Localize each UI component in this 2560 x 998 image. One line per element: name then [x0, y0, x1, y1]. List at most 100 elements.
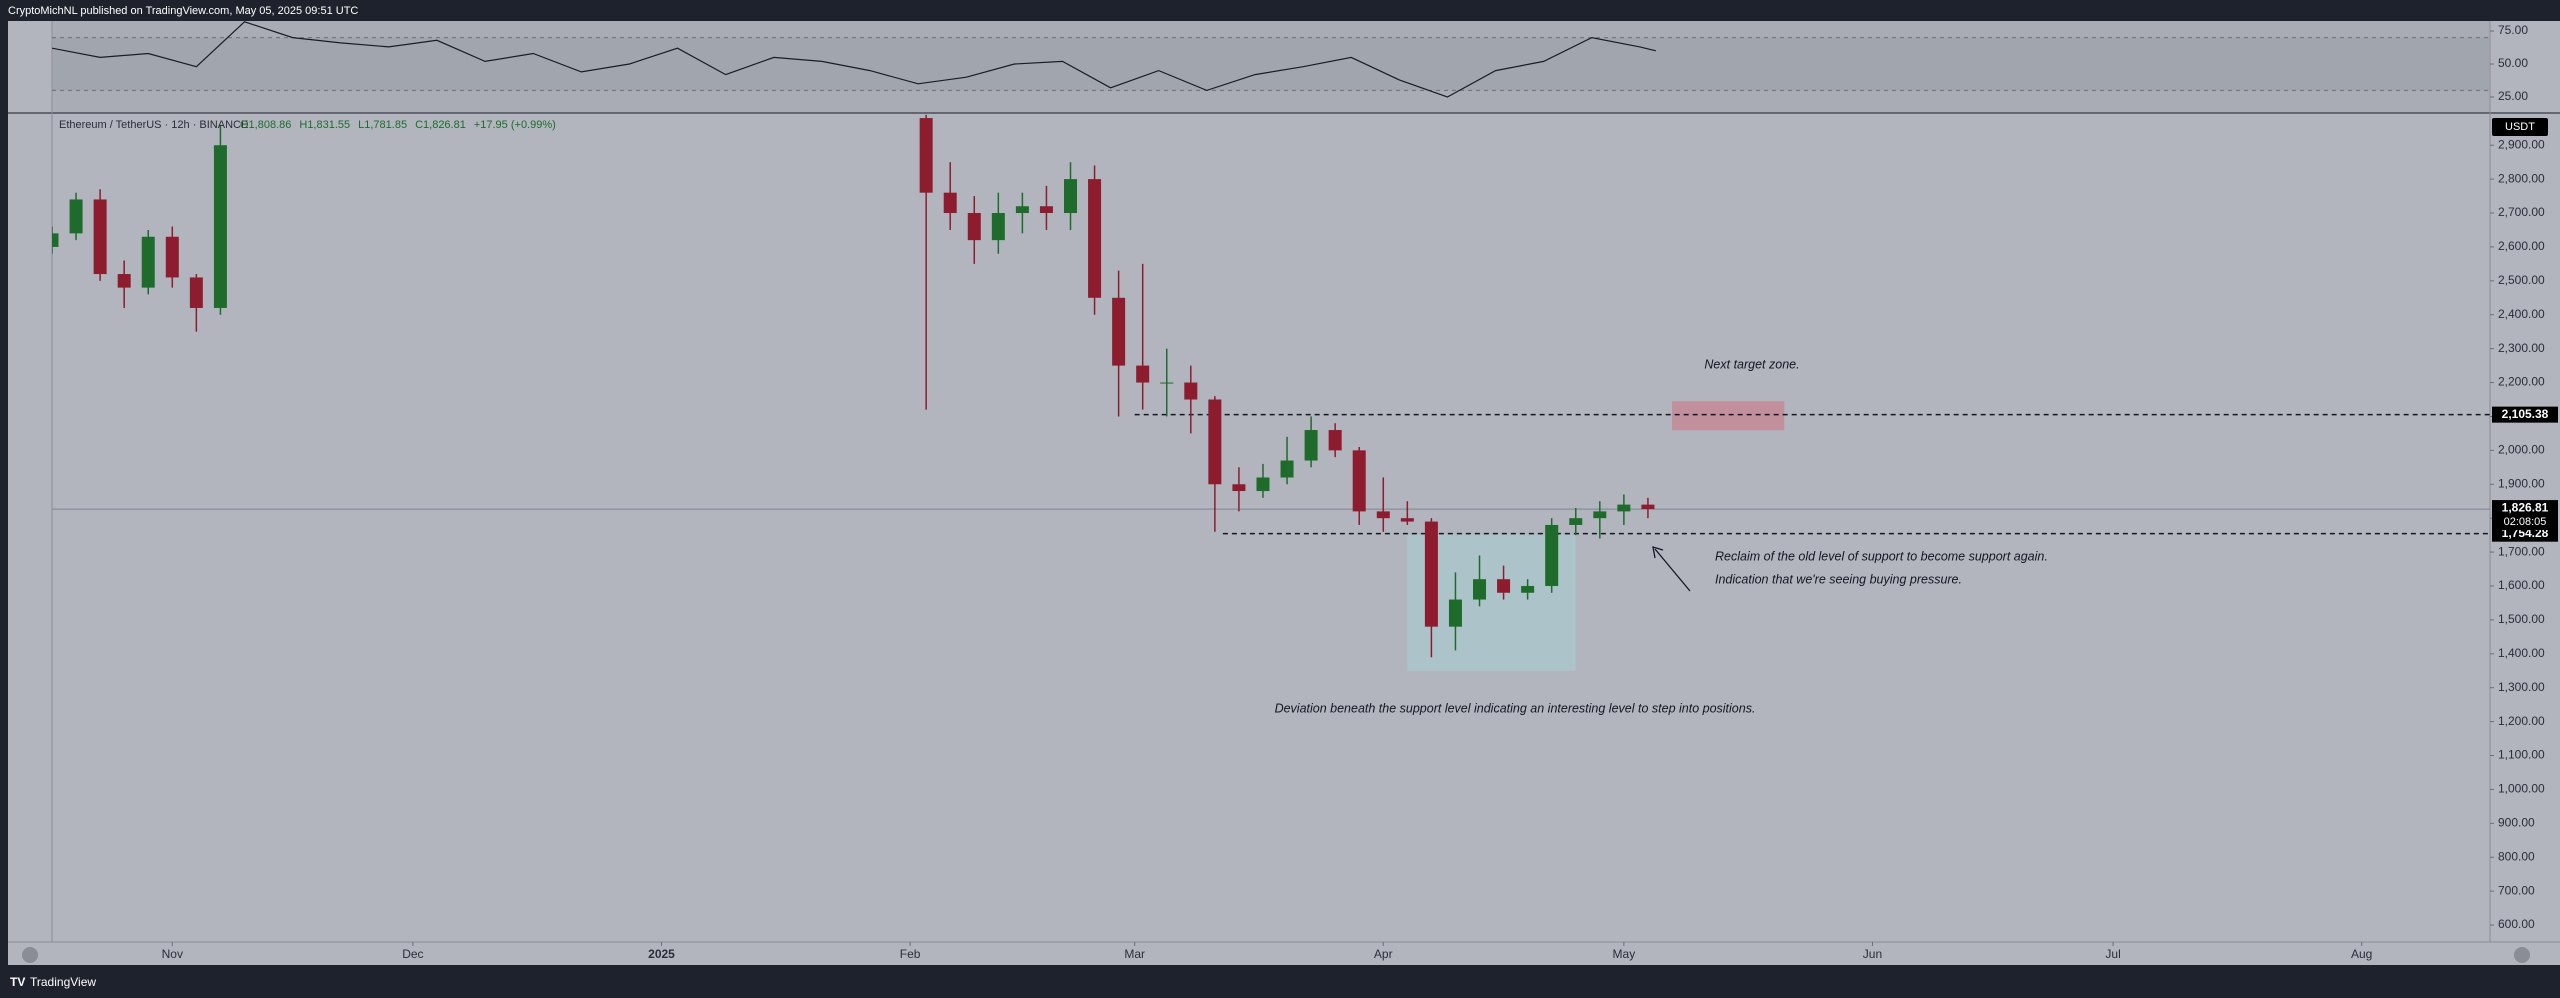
- candle-body: [1352, 450, 1366, 512]
- brand-name: TradingView: [30, 975, 96, 989]
- y-tick-label: 2,200.00: [2498, 375, 2545, 389]
- x-tick-label: Apr: [1374, 947, 1393, 961]
- y-tick-label: 800.00: [2498, 849, 2535, 863]
- candle-body: [1376, 511, 1390, 519]
- y-tick-label: 2,300.00: [2498, 341, 2545, 355]
- candle-body: [165, 236, 179, 278]
- candle-body: [213, 145, 227, 308]
- candle-body: [1160, 382, 1174, 384]
- brand: TV TradingView: [10, 975, 96, 989]
- candle-body: [1424, 521, 1438, 627]
- candle-body: [69, 199, 83, 234]
- candle-body: [1136, 365, 1150, 383]
- annotation: Indication that we're seeing buying pres…: [1715, 572, 1962, 586]
- symbol-legend: Ethereum / TetherUS · 12h · BINANCE: [59, 119, 248, 131]
- candle-body: [1400, 518, 1414, 522]
- y-tick-label: 1,200.00: [2498, 714, 2545, 728]
- currency-label: USDT: [2505, 121, 2535, 133]
- candle-body: [1545, 524, 1559, 586]
- candle-body: [141, 236, 155, 288]
- annotation: Deviation beneath the support level indi…: [1275, 701, 1756, 715]
- chart-background: [8, 21, 2560, 965]
- x-tick-label: Dec: [402, 947, 423, 961]
- candle-body: [1280, 460, 1294, 478]
- candle-body: [1015, 206, 1029, 214]
- candle-body: [1569, 518, 1583, 525]
- legend-value: C1,826.81: [415, 119, 466, 131]
- publisher-line: CryptoMichNL published on TradingView.co…: [8, 5, 358, 17]
- y-tick-label: 75.00: [2498, 23, 2528, 37]
- y-tick-label: 50.00: [2498, 56, 2528, 70]
- brand-logo: TV: [10, 975, 25, 989]
- settings-icon[interactable]: [22, 947, 38, 963]
- candle-body: [1256, 477, 1270, 492]
- annotation: Next target zone.: [1704, 357, 1799, 371]
- candle-body: [1641, 504, 1655, 510]
- currency-box: [2492, 118, 2548, 136]
- x-tick-label: Feb: [900, 947, 921, 961]
- candle-body: [1328, 430, 1342, 451]
- zone: [1671, 401, 1785, 431]
- candle-body: [1064, 179, 1078, 214]
- legend-value: O1,808.86: [240, 119, 291, 131]
- candle-body: [1232, 484, 1246, 492]
- countdown: 02:08:05: [2504, 516, 2547, 528]
- y-tick-label: 2,500.00: [2498, 273, 2545, 287]
- candle-body: [1088, 179, 1102, 298]
- legend-value: +17.95 (+0.99%): [474, 119, 556, 131]
- candle-body: [943, 192, 957, 214]
- y-tick-label: 1,900.00: [2498, 476, 2545, 490]
- y-tick-label: 600.00: [2498, 917, 2535, 931]
- x-tick-label: May: [1613, 947, 1636, 961]
- y-tick-label: 1,000.00: [2498, 782, 2545, 796]
- price-plot: [52, 114, 2490, 671]
- rsi-line: [52, 21, 1657, 98]
- annotation: Reclaim of the old level of support to b…: [1715, 549, 2048, 563]
- x-tick-label: Mar: [1124, 947, 1145, 961]
- candle-body: [52, 233, 59, 247]
- candle-body: [1208, 399, 1222, 485]
- candle-body: [189, 277, 203, 308]
- rsi-plot: [52, 21, 2490, 98]
- y-tick-label: 1,700.00: [2498, 544, 2545, 558]
- arrow: [1652, 546, 1691, 592]
- candle-body: [967, 213, 981, 241]
- candle-body: [1112, 297, 1126, 366]
- candle-body: [919, 118, 933, 193]
- x-tick-label: Jun: [1863, 947, 1882, 961]
- candle-body: [1473, 579, 1487, 600]
- level-label: 2,105.38: [2502, 407, 2549, 421]
- candle-body: [1521, 585, 1535, 593]
- y-tick-label: 1,300.00: [2498, 680, 2545, 694]
- rsi-band: [52, 37, 2490, 91]
- legend-value: L1,781.85: [358, 119, 407, 131]
- candle-body: [1617, 504, 1631, 512]
- last-price-box: [2492, 500, 2558, 531]
- y-tick-label: 2,800.00: [2498, 171, 2545, 185]
- y-tick-label: 1,100.00: [2498, 748, 2545, 762]
- y-tick-label: 2,700.00: [2498, 205, 2545, 219]
- y-tick-label: 1,400.00: [2498, 646, 2545, 660]
- last-price-label: 1,826.81: [2502, 500, 2549, 514]
- x-tick-label: Jul: [2105, 947, 2120, 961]
- candle-body: [1448, 599, 1462, 627]
- y-tick-label: 2,600.00: [2498, 239, 2545, 253]
- candle-body: [991, 213, 1005, 241]
- y-tick-label: 2,900.00: [2498, 137, 2545, 151]
- y-tick-label: 25.00: [2498, 89, 2528, 103]
- y-tick-label: 700.00: [2498, 883, 2535, 897]
- x-tick-label: Nov: [162, 947, 183, 961]
- y-tick-label: 1,500.00: [2498, 612, 2545, 626]
- settings-icon[interactable]: [2514, 947, 2530, 963]
- level-label-box: [2492, 406, 2558, 423]
- candle-body: [93, 199, 107, 275]
- x-tick-label: 2025: [648, 947, 675, 961]
- candle-body: [1184, 382, 1198, 400]
- legend-value: H1,831.55: [299, 119, 350, 131]
- candle-body: [1497, 579, 1511, 593]
- y-tick-label: 900.00: [2498, 816, 2535, 830]
- candle-body: [117, 274, 131, 288]
- candle-body: [1593, 511, 1607, 519]
- y-tick-label: 1,600.00: [2498, 578, 2545, 592]
